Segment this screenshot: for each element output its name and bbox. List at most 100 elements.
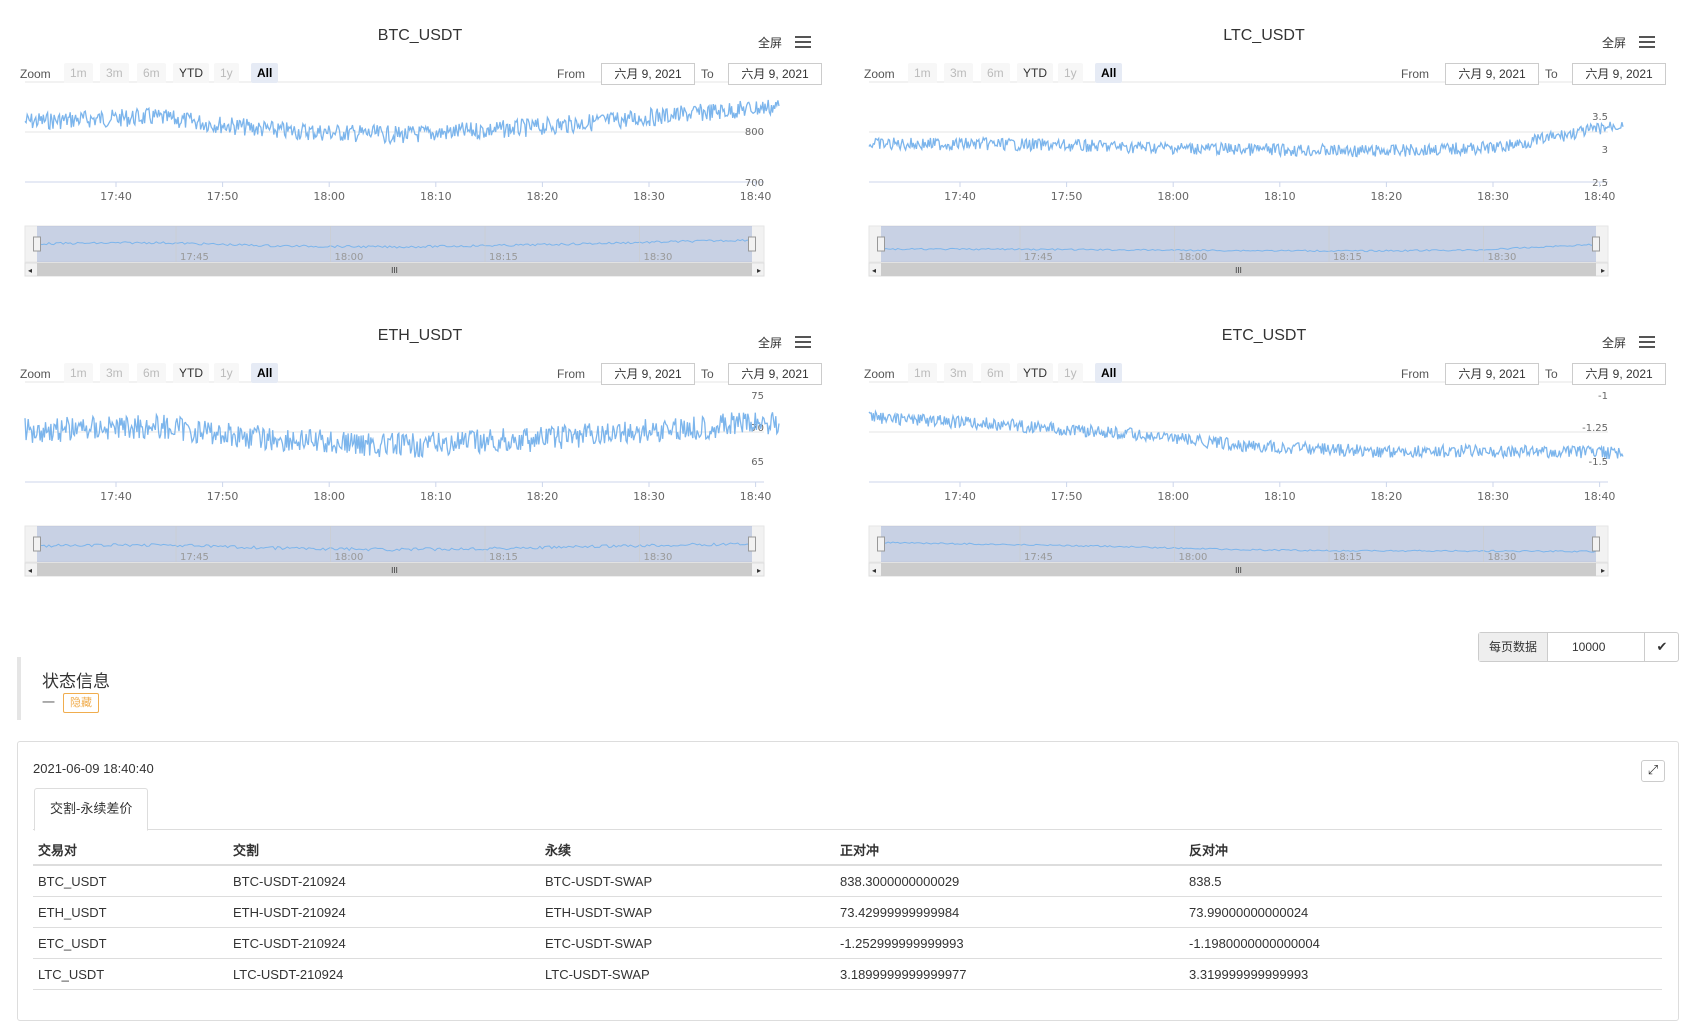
to-label: To — [1545, 367, 1558, 381]
scroll-left-arrow-icon[interactable]: ◂ — [28, 266, 32, 275]
status-collapse-dash[interactable]: 一 — [42, 695, 56, 710]
to-date-input[interactable]: 六月 9, 2021 — [728, 63, 822, 85]
scrollbar-grip-icon[interactable]: III — [1235, 266, 1242, 275]
navigator-handle[interactable] — [1592, 536, 1600, 552]
zoom-ytd-button[interactable]: YTD — [173, 63, 209, 83]
zoom-1m-button[interactable]: 1m — [908, 63, 937, 83]
scroll-right-arrow-icon[interactable]: ▸ — [757, 566, 761, 575]
zoom-ytd-button[interactable]: YTD — [1017, 363, 1053, 383]
zoom-6m-button[interactable]: 6m — [981, 363, 1010, 383]
zoom-label: Zoom — [20, 67, 51, 81]
to-date-input[interactable]: 六月 9, 2021 — [1572, 363, 1666, 385]
expand-icon[interactable]: ⤢ — [1641, 760, 1665, 782]
zoom-ytd-button[interactable]: YTD — [173, 363, 209, 383]
table-row: ETH_USDT ETH-USDT-210924 ETH-USDT-SWAP 7… — [33, 896, 1662, 928]
chart-canvas[interactable]: -1 -1.25 -1.5 17:40 17:50 18:00 18:10 18:20 18:3… — [864, 310, 1664, 600]
y-tick-label: 70 — [751, 423, 764, 434]
to-date-input[interactable]: 六月 9, 2021 — [728, 363, 822, 385]
scrollbar-thumb[interactable] — [881, 263, 1596, 276]
scrollbar-grip-icon[interactable]: III — [391, 566, 398, 575]
navigator-background — [24, 525, 765, 563]
navigator-handle[interactable] — [748, 236, 756, 252]
x-tick-label: 18:10 — [420, 190, 452, 203]
navigator-handle[interactable] — [33, 536, 41, 552]
zoom-1y-button[interactable]: 1y — [214, 363, 239, 383]
table-cell: 73.99000000000024 — [1184, 896, 1662, 928]
zoom-1y-button[interactable]: 1y — [1058, 63, 1083, 83]
chart-canvas[interactable]: 3.532.517:4017:5018:0018:1018:2018:3018:… — [864, 10, 1664, 300]
zoom-6m-button[interactable]: 6m — [137, 63, 166, 83]
navigator-tick-label: 18:30 — [1488, 552, 1517, 563]
navigator-selection[interactable] — [37, 226, 752, 262]
per-page-input[interactable]: 10000 — [1572, 640, 1606, 654]
navigator-tick-label: 18:00 — [335, 252, 364, 263]
navigator-handle[interactable] — [33, 236, 41, 252]
to-date-input[interactable]: 六月 9, 2021 — [1572, 63, 1666, 85]
hamburger-menu-icon[interactable] — [795, 336, 811, 349]
zoom-all-button[interactable]: All — [1095, 363, 1123, 383]
from-date-input[interactable]: 六月 9, 2021 — [1445, 363, 1539, 385]
scroll-right-arrow-icon[interactable]: ▸ — [757, 266, 761, 275]
navigator-series-line — [36, 239, 753, 249]
zoom-3m-button[interactable]: 3m — [100, 63, 129, 83]
zoom-1m-button[interactable]: 1m — [64, 63, 93, 83]
chart-canvas[interactable]: 800 700 17:40 17:50 18:00 18:10 18:20 18:30 18:4… — [20, 10, 820, 300]
zoom-1m-button[interactable]: 1m — [908, 363, 937, 383]
hamburger-menu-icon[interactable] — [1639, 336, 1655, 349]
navigator-background — [868, 525, 1609, 563]
zoom-6m-button[interactable]: 6m — [981, 63, 1010, 83]
fullscreen-button[interactable]: 全屏 — [758, 336, 783, 350]
zoom-all-button[interactable]: All — [1095, 63, 1123, 83]
navigator-handle[interactable] — [877, 236, 885, 252]
navigator-handle[interactable] — [877, 536, 885, 552]
zoom-3m-button[interactable]: 3m — [100, 363, 129, 383]
fullscreen-button[interactable]: 全屏 — [1602, 36, 1627, 50]
scrollbar-thumb[interactable] — [881, 563, 1596, 576]
chart-title: BTC_USDT — [377, 27, 463, 44]
scrollbar-grip-icon[interactable]: III — [1235, 566, 1242, 575]
from-date-input[interactable]: 六月 9, 2021 — [1445, 63, 1539, 85]
navigator-handle[interactable] — [748, 536, 756, 552]
column-header: 正对冲 — [835, 834, 1184, 866]
zoom-3m-button[interactable]: 3m — [944, 63, 973, 83]
zoom-3m-button[interactable]: 3m — [944, 363, 973, 383]
zoom-1m-button[interactable]: 1m — [64, 363, 93, 383]
zoom-1y-button[interactable]: 1y — [214, 63, 239, 83]
fullscreen-button[interactable]: 全屏 — [1602, 336, 1627, 350]
navigator-tick-label: 17:45 — [180, 252, 209, 263]
table-cell: BTC-USDT-210924 — [228, 865, 540, 897]
x-tick-label: 18:40 — [1584, 490, 1616, 503]
zoom-all-button[interactable]: All — [251, 63, 279, 83]
scroll-left-arrow-icon[interactable]: ◂ — [28, 566, 32, 575]
tab-spread[interactable]: 交割-永续差价 — [34, 788, 149, 831]
x-tick-label: 18:40 — [740, 490, 772, 503]
chart-ltc-usdt: 3.532.517:4017:5018:0018:1018:2018:3018:… — [864, 10, 1666, 300]
scrollbar-thumb[interactable] — [37, 563, 752, 576]
from-date-input[interactable]: 六月 9, 2021 — [601, 63, 695, 85]
scrollbar-grip-icon[interactable]: III — [391, 266, 398, 275]
table-cell: 838.3000000000029 — [835, 865, 1184, 897]
from-date-input[interactable]: 六月 9, 2021 — [601, 363, 695, 385]
fullscreen-button[interactable]: 全屏 — [758, 36, 783, 50]
scroll-right-arrow-icon[interactable]: ▸ — [1601, 266, 1605, 275]
navigator-handle[interactable] — [1592, 236, 1600, 252]
navigator-series-line — [880, 541, 1597, 553]
zoom-6m-button[interactable]: 6m — [137, 363, 166, 383]
scrollbar-thumb[interactable] — [37, 263, 752, 276]
hamburger-menu-icon[interactable] — [795, 36, 811, 49]
hamburger-menu-icon[interactable] — [1639, 36, 1655, 49]
zoom-ytd-button[interactable]: YTD — [1017, 63, 1053, 83]
scroll-left-arrow-icon[interactable]: ◂ — [872, 266, 876, 275]
table-cell: 73.42999999999984 — [835, 896, 1184, 928]
scroll-left-arrow-icon[interactable]: ◂ — [872, 566, 876, 575]
zoom-all-button[interactable]: All — [251, 363, 279, 383]
navigator-selection[interactable] — [881, 226, 1596, 262]
chart-canvas[interactable]: 75 70 65 17:40 17:50 18:00 18:10 18:20 18:30 18:4… — [20, 310, 820, 600]
x-tick-label: 17:50 — [1051, 490, 1083, 503]
zoom-1y-button[interactable]: 1y — [1058, 363, 1083, 383]
scroll-right-arrow-icon[interactable]: ▸ — [1601, 566, 1605, 575]
hide-button[interactable]: 隐藏 — [63, 693, 99, 713]
table-cell: BTC-USDT-SWAP — [540, 865, 835, 897]
confirm-check-icon[interactable]: ✔ — [1644, 633, 1679, 661]
x-tick-label: 18:00 — [1157, 190, 1189, 203]
